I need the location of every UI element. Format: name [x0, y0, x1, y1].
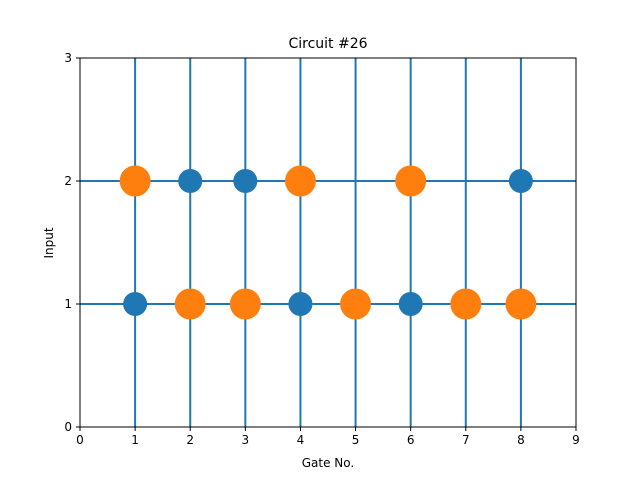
data-point: [340, 288, 372, 320]
data-point: [119, 165, 151, 197]
x-axis-label: Gate No.: [302, 456, 354, 470]
x-tick-label: 6: [407, 433, 415, 447]
data-point: [178, 169, 203, 193]
data-point: [395, 165, 427, 197]
x-tick-label: 1: [131, 433, 139, 447]
data-point: [505, 288, 537, 320]
data-point: [233, 169, 258, 193]
chart-title: Circuit #26: [288, 36, 367, 52]
x-tick-label: 9: [572, 433, 580, 447]
x-tick-label: 8: [517, 433, 525, 447]
y-tick-label: 1: [64, 297, 72, 311]
plot-area: 0 1 2 3 4 5 6 7 8 9 0 1 2 3: [64, 51, 579, 447]
data-point: [284, 165, 316, 197]
data-point: [174, 288, 206, 320]
y-tick-label: 2: [64, 174, 72, 188]
y-axis-label: Input: [42, 227, 56, 258]
x-tick-label: 7: [462, 433, 470, 447]
data-point: [450, 288, 482, 320]
axes-frame: [79, 57, 577, 428]
y-tick-label: 3: [64, 51, 72, 65]
data-point: [398, 292, 423, 316]
x-tick-label: 4: [297, 433, 305, 447]
data-point: [508, 169, 533, 193]
x-tick-label: 3: [242, 433, 250, 447]
data-point: [288, 292, 313, 316]
data-point: [229, 288, 261, 320]
data-point: [123, 292, 148, 316]
x-tick-label: 5: [352, 433, 360, 447]
x-tick-label: 2: [186, 433, 194, 447]
x-tick-label: 0: [76, 433, 84, 447]
y-tick-label: 0: [64, 420, 72, 434]
